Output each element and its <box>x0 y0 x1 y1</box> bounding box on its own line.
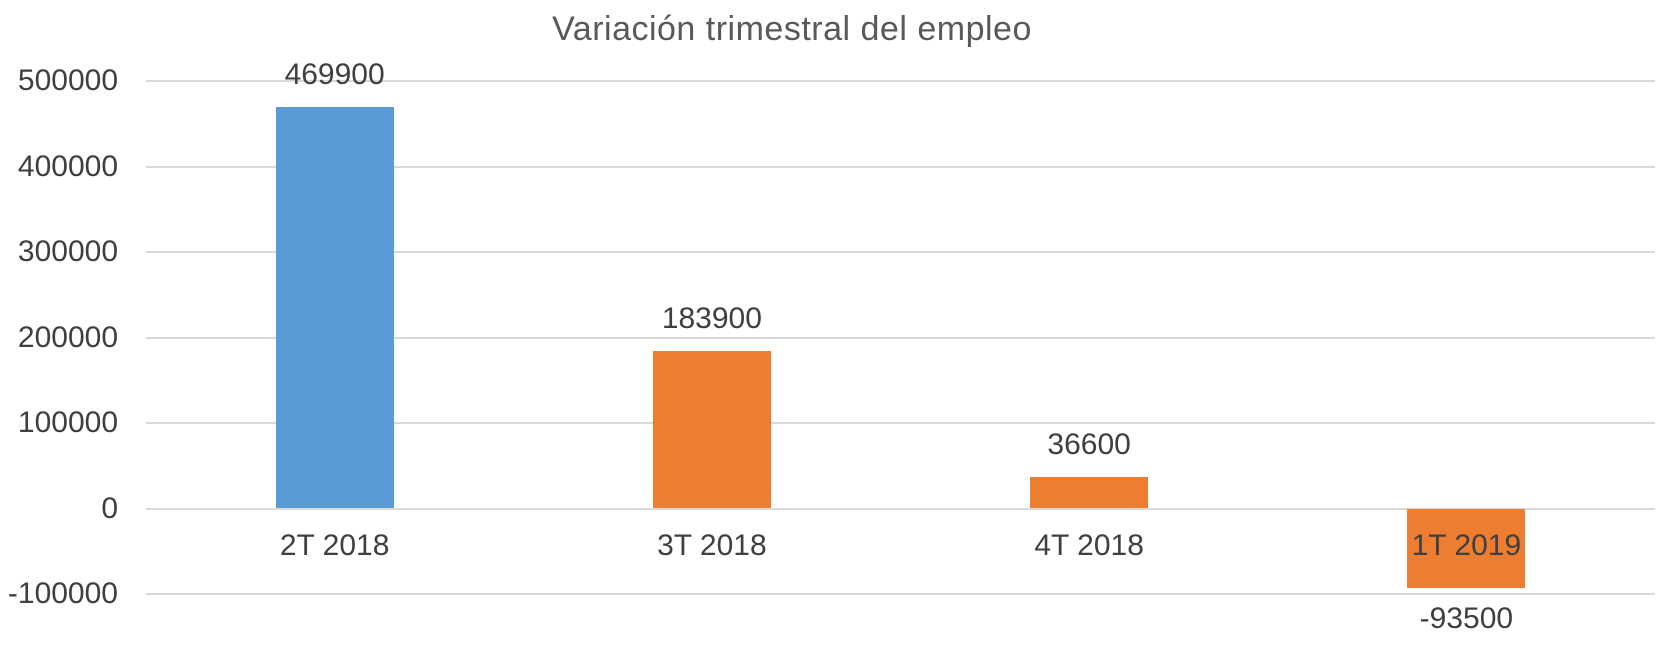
h-gridline-200000 <box>146 336 1655 339</box>
y-tick-label-200000: 200000 <box>17 320 118 354</box>
y-tick-label-100000: 100000 <box>17 406 118 439</box>
bar-value-label-4t-2018: 36600 <box>1047 428 1131 462</box>
x-category-label-3t-2018: 3T 2018 <box>657 528 767 562</box>
bar-3t-2018 <box>652 351 771 509</box>
h-gridline-0 <box>146 507 1655 510</box>
chart-title: Variación trimestral del empleo <box>552 10 1032 48</box>
bar-value-label-1t-2019: -93500 <box>1419 602 1514 636</box>
h-gridline-100000 <box>146 422 1655 424</box>
h-gridline-300000 <box>146 251 1655 253</box>
h-gridline--100000 <box>146 593 1655 595</box>
x-category-label-4t-2018: 4T 2018 <box>1034 528 1144 562</box>
bar-value-label-3t-2018: 183900 <box>661 302 762 336</box>
bar-value-label-2t-2018: 469900 <box>284 57 385 91</box>
x-category-label-1t-2019: 1T 2019 <box>1411 528 1522 562</box>
y-tick-label-400000: 400000 <box>17 149 118 183</box>
y-tick-label-0: 0 <box>101 491 118 525</box>
bar-2t-2018 <box>275 106 394 509</box>
h-gridline-500000 <box>146 80 1655 82</box>
y-tick-label-500000: 500000 <box>17 64 118 97</box>
y-tick-label--100000: -100000 <box>7 577 118 610</box>
x-category-label-2t-2018: 2T 2018 <box>279 528 390 562</box>
y-tick-label-300000: 300000 <box>17 235 118 268</box>
h-gridline-400000 <box>146 165 1655 168</box>
bar-4t-2018 <box>1030 477 1149 509</box>
bar-1t-2019 <box>1407 508 1526 589</box>
